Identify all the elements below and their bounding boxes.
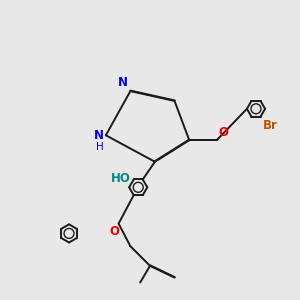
Text: N: N: [118, 76, 128, 89]
Text: O: O: [218, 126, 228, 139]
Text: Br: Br: [263, 119, 278, 132]
Text: HO: HO: [111, 172, 131, 185]
Text: N: N: [94, 129, 104, 142]
Text: H: H: [96, 142, 104, 152]
Text: O: O: [110, 225, 120, 238]
